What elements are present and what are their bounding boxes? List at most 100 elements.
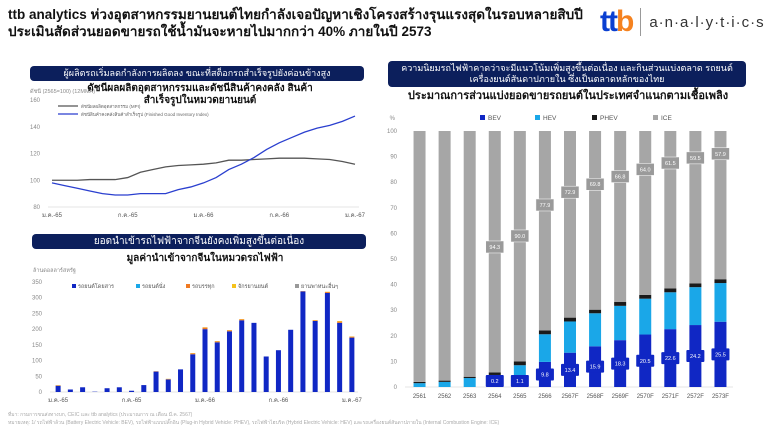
x-tick-label: ก.ค.-66 bbox=[269, 398, 289, 404]
bar-segment-phev bbox=[438, 380, 451, 382]
footer: ที่มา: กรมการขนส่งทางบก, CEIC และ ttb an… bbox=[8, 411, 499, 427]
y-axis-label: % bbox=[390, 116, 396, 122]
legend-swatch bbox=[295, 284, 299, 288]
y-tick-label: 160 bbox=[30, 98, 41, 104]
legend-label: รถบรรทุก bbox=[192, 284, 215, 290]
bar-segment-phev bbox=[488, 372, 501, 375]
bar-segment bbox=[337, 322, 343, 392]
y-tick-label: 150 bbox=[32, 343, 43, 349]
bar-segment-ice bbox=[689, 131, 702, 284]
legend-label: HEV bbox=[543, 115, 557, 122]
bar-segment-hev bbox=[614, 305, 627, 341]
y-tick-label: 60 bbox=[390, 231, 397, 237]
bev-label-box bbox=[611, 357, 630, 370]
bar-segment bbox=[165, 379, 171, 392]
bar-segment-hev bbox=[589, 313, 602, 347]
legend-label: ดัชนีสินค้าคงคลังสินค้าสำเร็จรูป (Finish… bbox=[81, 110, 209, 118]
legend-swatch bbox=[72, 284, 76, 288]
bar-segment bbox=[300, 291, 306, 392]
ice-label-box bbox=[635, 163, 655, 176]
ice-label-box bbox=[585, 177, 605, 191]
bev-label-box bbox=[535, 368, 554, 381]
bar-segment-ice bbox=[513, 131, 526, 362]
footer-note: หมายเหตุ: 1/ รถไฟฟ้าล้วน (Battery Electr… bbox=[8, 420, 500, 426]
y-tick-label: 100 bbox=[387, 129, 398, 135]
bar-segment-phev bbox=[614, 302, 627, 306]
bar-segment-hev bbox=[689, 287, 702, 326]
y-tick-label: 20 bbox=[390, 334, 397, 340]
ice-label-box bbox=[711, 147, 730, 161]
bar-segment bbox=[116, 387, 122, 392]
legend-label: รถยนต์นั่ง bbox=[142, 282, 166, 290]
title-line-1: ttb analytics ห่วงอุตสาหกรรมยานยนต์ไทยกำ… bbox=[8, 7, 583, 22]
bar-chart-ylabel: ล้านดอลลาร์สหรัฐ bbox=[33, 268, 76, 274]
bar-segment-ice bbox=[714, 131, 727, 280]
y-tick-label: 90 bbox=[390, 155, 397, 161]
bev-data-label: 24.2 bbox=[690, 354, 701, 360]
page-title: ttb analytics ห่วงอุตสาหกรรมยานยนต์ไทยกำ… bbox=[8, 6, 588, 40]
bev-data-label: 9.8 bbox=[541, 372, 549, 378]
y-tick-label: 30 bbox=[390, 308, 397, 314]
bar-segment-ice bbox=[564, 131, 576, 318]
series-line-0 bbox=[52, 157, 356, 181]
bev-label-box bbox=[510, 375, 529, 387]
bar-segment-phev bbox=[564, 317, 576, 322]
bar-segment bbox=[214, 341, 220, 343]
bar-segment-ice bbox=[463, 131, 476, 377]
x-tick-label: 2566 bbox=[538, 394, 552, 400]
bev-label-box bbox=[561, 363, 579, 376]
legend-swatch bbox=[592, 115, 597, 120]
y-tick-label: 80 bbox=[33, 205, 40, 211]
bar-segment bbox=[324, 293, 330, 392]
bar-segment bbox=[349, 337, 355, 392]
bar-segment bbox=[312, 320, 318, 321]
bar-segment-ice bbox=[413, 131, 426, 382]
x-tick-label: ม.ค.-66 bbox=[194, 213, 215, 219]
legend-label: จักรยานยนต์ bbox=[238, 283, 269, 290]
y-tick-label: 0 bbox=[39, 390, 43, 396]
bar-segment bbox=[214, 342, 220, 392]
bar-segment bbox=[239, 319, 245, 321]
bev-label-box bbox=[711, 348, 730, 361]
bar-segment-ice bbox=[639, 131, 652, 295]
bar-segment-hev bbox=[438, 381, 451, 387]
ice-data-label: 57.9 bbox=[715, 152, 726, 158]
bar-segment-ice bbox=[538, 131, 551, 331]
y-tick-label: 300 bbox=[32, 296, 43, 302]
x-tick-label: ม.ค.-65 bbox=[42, 213, 63, 219]
bar-segment-hev bbox=[413, 383, 426, 387]
ice-data-label: 61.5 bbox=[665, 161, 676, 167]
x-tick-label: 2571F bbox=[662, 394, 679, 400]
ice-label-box bbox=[661, 156, 680, 170]
y-tick-label: 100 bbox=[30, 178, 41, 184]
ice-data-label: 59.5 bbox=[690, 156, 701, 162]
import-bar-chart: 0 50 100 150 200 250 300 350 ม.ค.-65 ก.ค.-65 ม.ค.-… bbox=[32, 280, 363, 404]
x-tick-label: ม.ค.-67 bbox=[345, 213, 366, 219]
logo-text: a·n·a·l·y·t·i·c·s bbox=[649, 13, 765, 31]
bar-segment bbox=[202, 327, 208, 330]
bar-segment bbox=[324, 292, 330, 293]
legend-label: ดัชนีผลผลิตอุตสาหกรรม (MPI) bbox=[81, 104, 141, 110]
bar-segment bbox=[190, 354, 196, 392]
bev-label-box bbox=[586, 360, 605, 373]
bar-segment bbox=[239, 320, 245, 392]
share-bar-chart: % 0 10 20 30 40 50 60 70 80 90 100 2561 2562 2563 2564 2… bbox=[387, 115, 733, 400]
legend-swatch bbox=[535, 115, 540, 120]
bev-data-label: 13.4 bbox=[565, 368, 576, 374]
panel1-banner: ผู้ผลิตรถเริ่มลดกำลังการผลิตลง ขณะที่สต็… bbox=[30, 66, 364, 81]
bar-chart-title: มูลค่านำเข้าจากจีนในหมวดรถไฟฟ้า bbox=[126, 253, 284, 264]
bar-segment-phev bbox=[589, 309, 602, 314]
x-tick-label: ก.ค.-66 bbox=[269, 213, 289, 219]
ice-data-label: 94.3 bbox=[489, 245, 500, 251]
ice-label-box bbox=[610, 170, 630, 183]
y-tick-label: 70 bbox=[390, 206, 397, 212]
x-tick-label: ม.ค.-67 bbox=[342, 398, 363, 404]
ice-data-label: 90.0 bbox=[514, 234, 525, 240]
legend-label: PHEV bbox=[600, 115, 618, 122]
y-tick-label: 40 bbox=[390, 283, 397, 289]
bar-segment bbox=[178, 369, 184, 392]
y-tick-label: 50 bbox=[390, 257, 397, 263]
x-tick-label: ก.ค.-65 bbox=[122, 398, 142, 404]
y-tick-label: 120 bbox=[30, 152, 41, 158]
x-tick-label: 2565 bbox=[513, 394, 527, 400]
